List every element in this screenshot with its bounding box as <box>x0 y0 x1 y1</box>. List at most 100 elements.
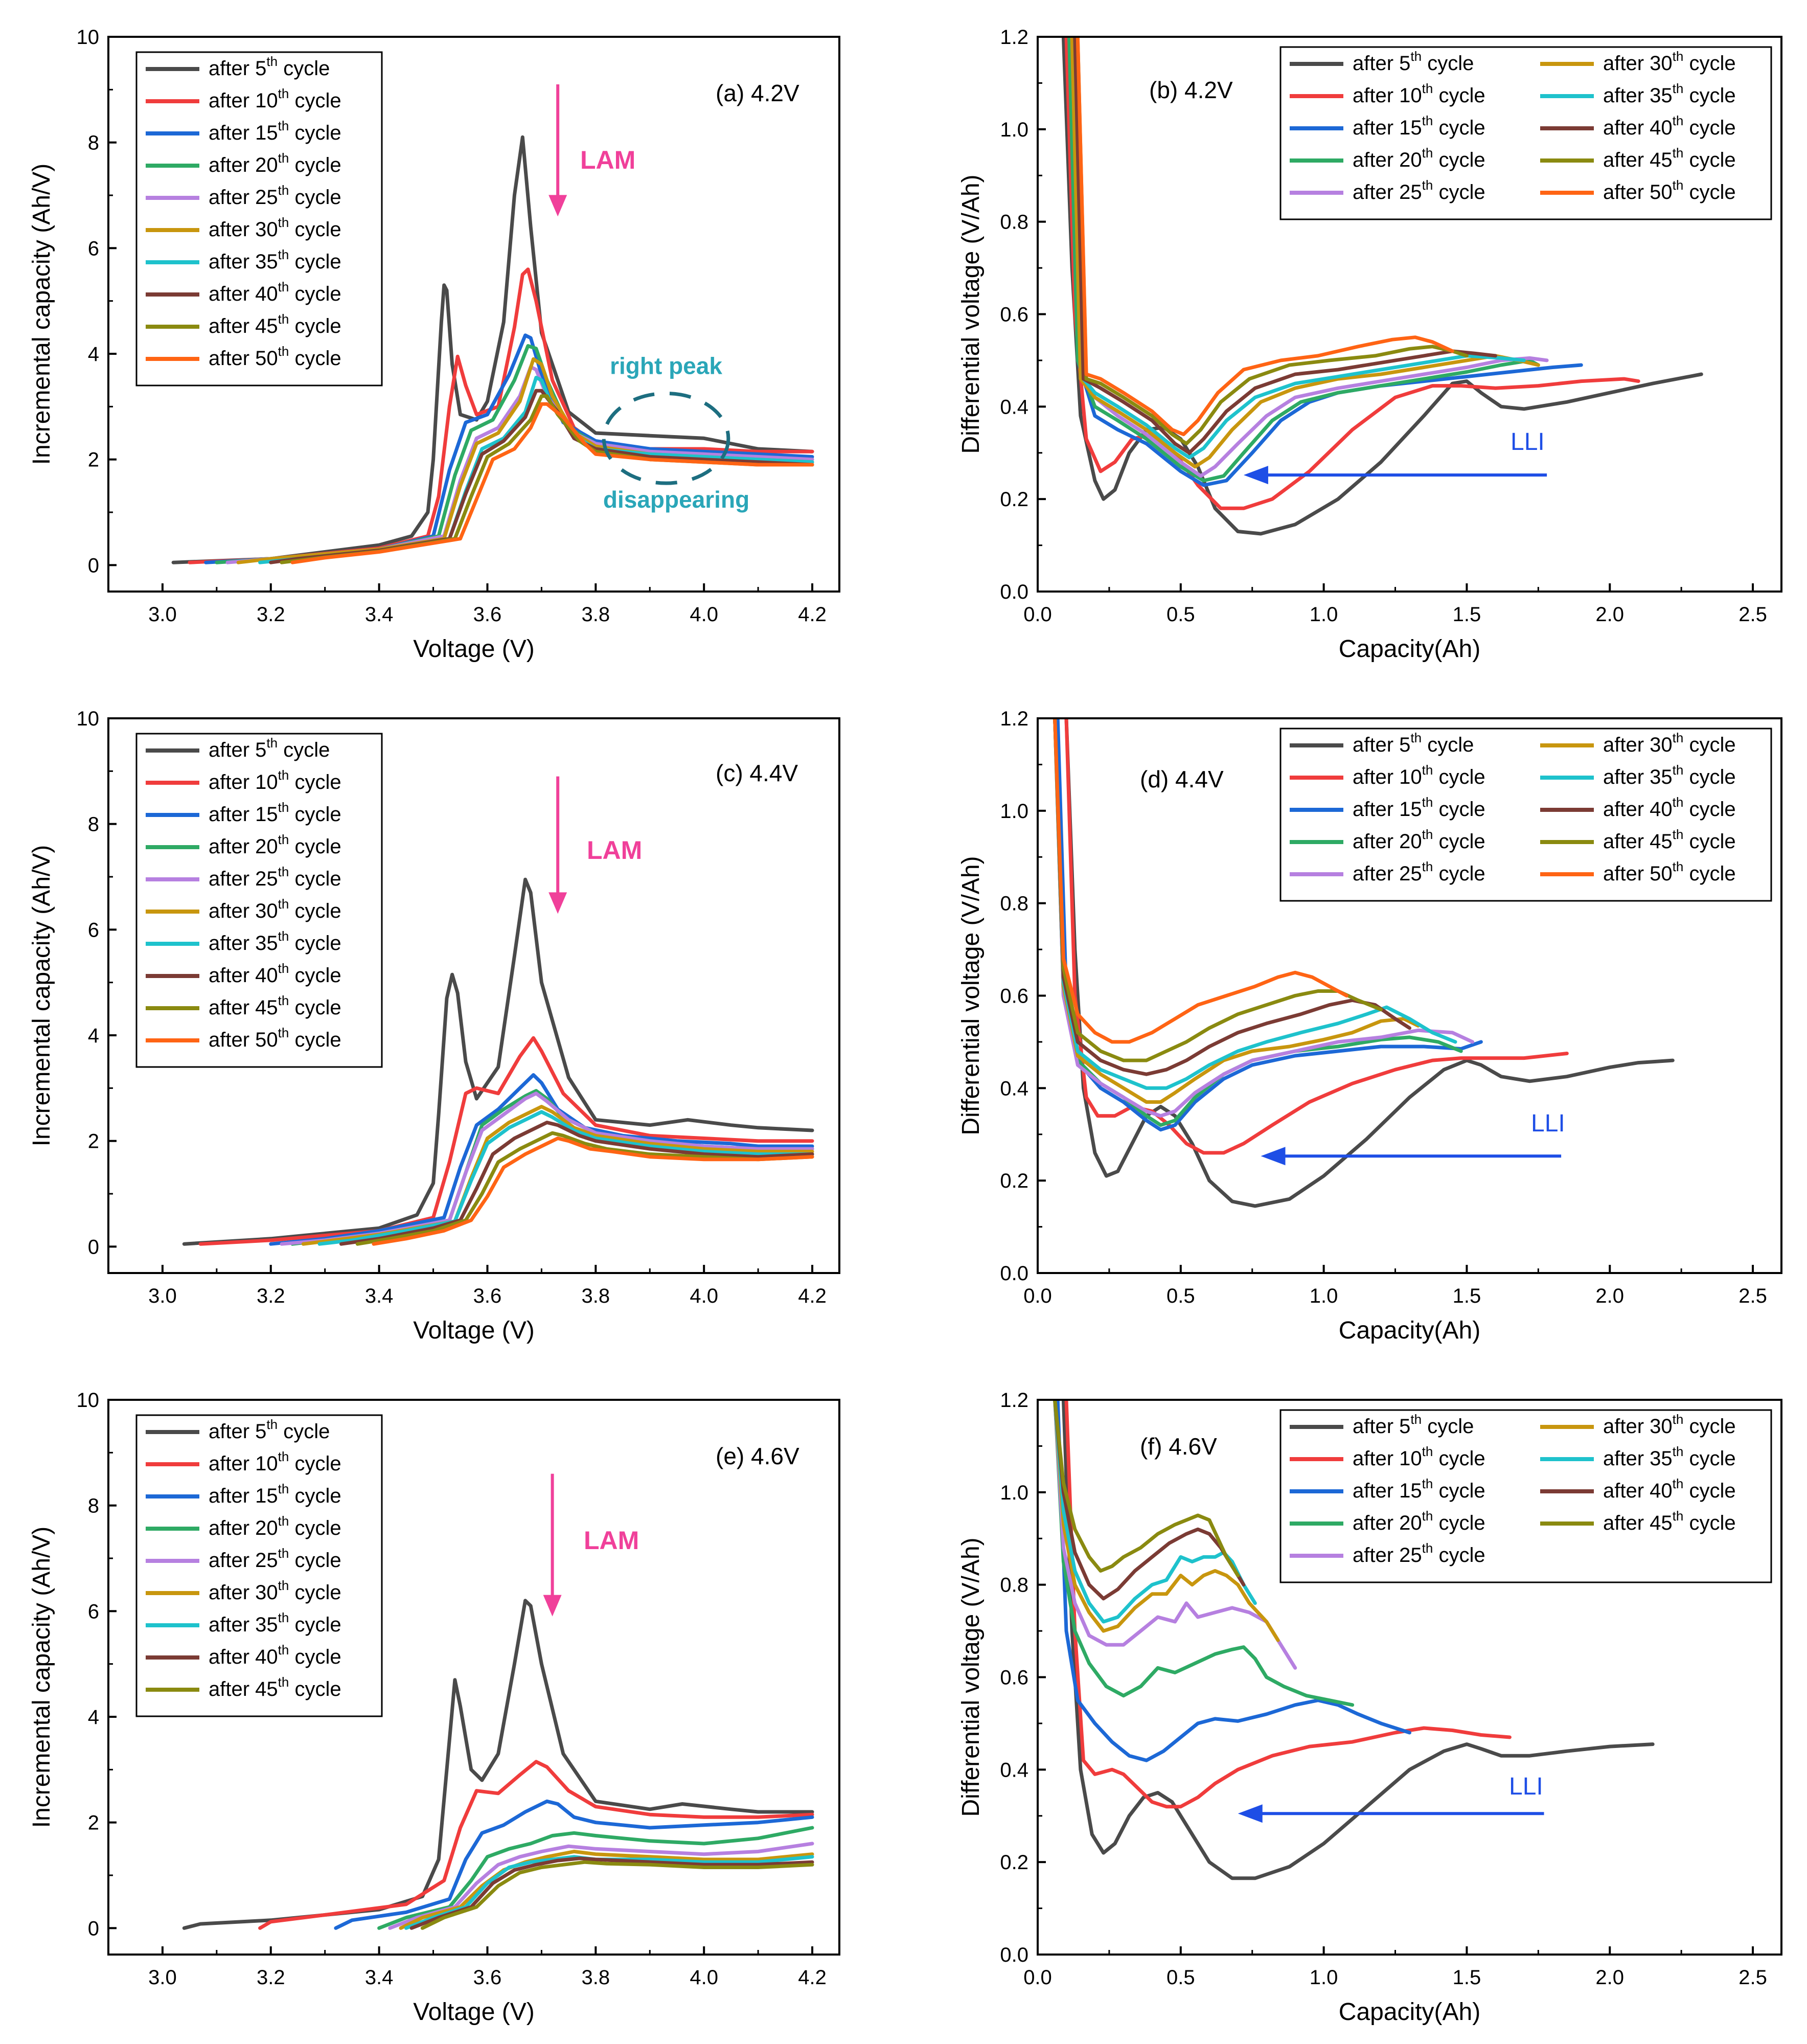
legend-label-sup: th <box>1673 1412 1684 1427</box>
legend-label-base: after 15 <box>209 122 278 144</box>
legend-item: after 35th cycle <box>1540 81 1736 107</box>
legend-label: after 20th cycle <box>209 832 341 858</box>
legend-label: after 5th cycle <box>1353 730 1474 756</box>
legend-box <box>1279 46 1772 220</box>
lli-label: LLI <box>1511 428 1545 456</box>
legend-label-sup: th <box>1422 794 1433 810</box>
legend-label-tail: cycle <box>1433 84 1485 107</box>
y-tick-label: 1.2 <box>1000 1389 1028 1412</box>
legend-item: after 15th cycle <box>146 118 341 144</box>
legend-item: after 50th cycle <box>146 1025 341 1051</box>
legend-item: after 30th cycle <box>1540 1412 1736 1438</box>
legend-item: after 10th cycle <box>146 767 341 793</box>
panel-a: 3.0 3.2 3.4 3.6 3.8 4.0 4.2 0 2 4 6 8 10 Voltage (V) I… <box>28 26 840 663</box>
panel-title: (c) 4.4V <box>716 760 798 786</box>
y-tick-label: 0.8 <box>1000 211 1028 234</box>
legend-label-base: after 30 <box>1603 734 1673 756</box>
legend-label: after 25th cycle <box>1353 1540 1485 1566</box>
x-tick-label: 3.8 <box>582 1966 610 1989</box>
series-line-after-45 <box>355 1131 814 1246</box>
legend-label-base: after 40 <box>1603 798 1673 821</box>
legend-label-tail: cycle <box>289 1485 341 1507</box>
legend-label-base: after 40 <box>209 1646 278 1668</box>
legend-label-sup: th <box>1673 177 1684 193</box>
legend-item: after 35th cycle <box>146 928 341 955</box>
legend-label-sup: th <box>1422 145 1433 161</box>
y-tick-label: 0 <box>88 1917 99 1940</box>
legend-label-tail: cycle <box>1433 862 1485 885</box>
legend-label: after 10th cycle <box>1353 81 1485 107</box>
legend-item: after 15th cycle <box>146 1481 341 1507</box>
legend-label-base: after 15 <box>1353 798 1422 821</box>
legend-label-tail: cycle <box>1683 52 1735 75</box>
series-line-after-50 <box>1053 718 1348 1044</box>
y-tick-label: 0.0 <box>1000 1944 1028 1966</box>
y-tick-label: 4 <box>88 343 99 366</box>
legend-label-sup: th <box>1410 49 1422 64</box>
series-line-after-5 <box>1061 1400 1655 1880</box>
x-tick-label: 0.0 <box>1023 1285 1052 1307</box>
x-tick-label: 2.5 <box>1739 603 1767 626</box>
legend-label-sup: th <box>1673 859 1684 874</box>
y-tick-label: 0.0 <box>1000 1262 1028 1285</box>
legend-label-tail: cycle <box>1683 1480 1735 1502</box>
legend-label-tail: cycle <box>289 251 341 273</box>
legend-label-base: after 15 <box>209 1485 278 1507</box>
legend-label-tail: cycle <box>289 932 341 955</box>
legend-label-sup: th <box>266 1417 278 1432</box>
legend-label: after 50th cycle <box>209 344 341 370</box>
legend-label-sup: th <box>1422 113 1433 128</box>
y-tick-label: 6 <box>88 237 99 260</box>
legend-label: after 20th cycle <box>1353 1508 1485 1534</box>
legend-label-sup: th <box>278 1449 289 1464</box>
legend-item: after 45th cycle <box>146 993 341 1019</box>
y-tick-label: 0 <box>88 554 99 577</box>
legend-label-tail: cycle <box>1422 1415 1474 1438</box>
legend-label: after 50th cycle <box>1603 859 1736 885</box>
legend-item: after 5th cycle <box>1290 730 1474 756</box>
y-tick-label: 8 <box>88 813 99 836</box>
legend-label: after 10th cycle <box>209 86 341 112</box>
legend-label-tail: cycle <box>278 1420 330 1443</box>
legend-label: after 45th cycle <box>209 311 341 337</box>
legend-label-tail: cycle <box>289 1029 341 1051</box>
y-tick-label: 0.6 <box>1000 304 1028 326</box>
legend-label: after 35th cycle <box>209 928 341 955</box>
legend-label-base: after 45 <box>1603 149 1673 171</box>
legend-label-tail: cycle <box>1683 798 1735 821</box>
legend-item: after 45th cycle <box>146 311 341 337</box>
legend-label: after 25th cycle <box>1353 177 1485 203</box>
legend-label-tail: cycle <box>1433 117 1485 139</box>
series-line-after-30 <box>1053 1400 1280 1642</box>
plot-frame <box>107 36 840 593</box>
x-tick-label: 3.0 <box>148 1285 177 1307</box>
series-line-after-45 <box>1076 37 1469 446</box>
legend-label-base: after 10 <box>209 771 278 793</box>
legend-label: after 10th cycle <box>209 1449 341 1475</box>
legend-label-base: after 20 <box>1353 149 1422 171</box>
legend-label-base: after 25 <box>1353 1544 1422 1566</box>
legend-item: after 10th cycle <box>1290 762 1485 788</box>
x-tick-label: 3.4 <box>365 603 394 626</box>
x-axis-label: Capacity(Ah) <box>1339 635 1480 663</box>
legend-label: after 10th cycle <box>209 767 341 793</box>
legend-item: after 35th cycle <box>1540 762 1736 788</box>
legend-label: after 25th cycle <box>209 183 341 209</box>
x-tick-label: 2.5 <box>1739 1966 1767 1989</box>
legend-label-sup: th <box>1673 762 1684 778</box>
legend-label-sup: th <box>278 86 289 101</box>
legend-label: after 50th cycle <box>209 1025 341 1051</box>
legend-label-tail: cycle <box>289 1614 341 1636</box>
legend-label-sup: th <box>278 961 289 976</box>
legend-item: after 50th cycle <box>1540 177 1736 203</box>
y-tick-label: 10 <box>77 708 100 730</box>
x-tick-label: 4.2 <box>798 1966 827 1989</box>
legend-label: after 20th cycle <box>209 1513 341 1539</box>
legend-label-sup: th <box>278 279 289 294</box>
legend-label-base: after 50 <box>1603 181 1673 203</box>
series-line-after-5 <box>182 1599 814 1930</box>
legend-label-sup: th <box>1422 827 1433 842</box>
legend-label-tail: cycle <box>1433 798 1485 821</box>
